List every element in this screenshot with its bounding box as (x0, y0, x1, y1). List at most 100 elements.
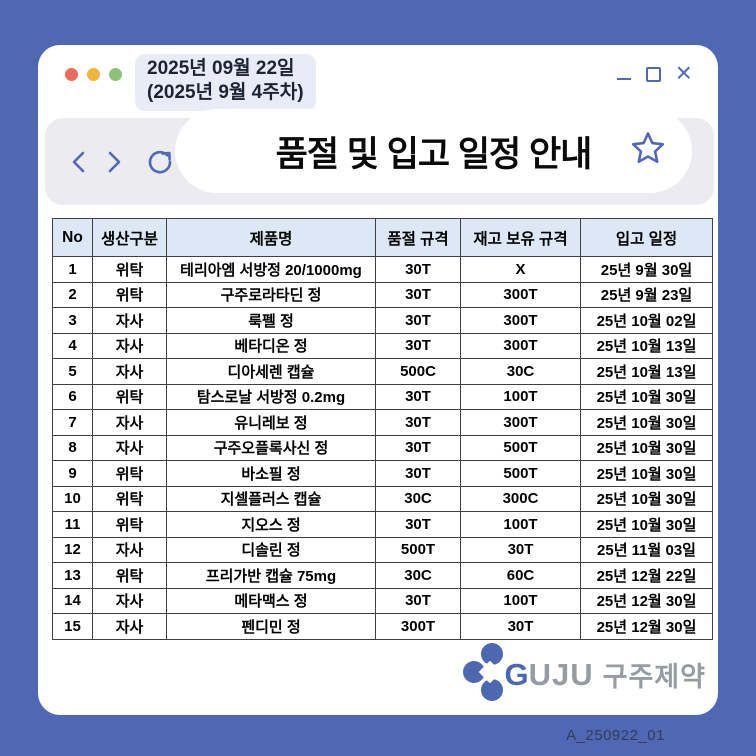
traffic-lights (65, 68, 122, 81)
table-cell: 30T (375, 460, 461, 487)
table-cell: 500C (375, 358, 461, 385)
table-cell: 300T (460, 409, 581, 436)
forward-icon[interactable] (102, 147, 126, 177)
table-cell: 자사 (92, 613, 167, 640)
table-cell: 300T (375, 613, 461, 640)
table-cell: 위탁 (92, 511, 167, 538)
table-cell: 10 (52, 485, 93, 512)
traffic-light-zoom[interactable] (109, 68, 122, 81)
table-cell: 펜디민 정 (166, 613, 376, 640)
table-header-row: No 생산구분 제품명 품절 규격 재고 보유 규격 입고 일정 (52, 218, 713, 257)
guju-logo: G UJU 구주제약 (461, 642, 706, 707)
titlebar: 2025년 09월 22일 (2025년 9월 4주차) × (38, 45, 718, 118)
table-cell: X (460, 256, 581, 283)
table-cell: 300T (460, 281, 581, 308)
table-cell: 300C (460, 485, 581, 512)
browser-window: 2025년 09월 22일 (2025년 9월 4주차) × (38, 45, 718, 715)
table-row: 2 위탁 구주로라타딘 정 30T 300T 25년 9월 23일 (52, 281, 713, 308)
table-cell: 1 (52, 256, 93, 283)
table-row: 5 자사 디아세렌 캡슐 500C 30C 25년 10월 13일 (52, 358, 713, 385)
guju-logo-icon (461, 642, 519, 707)
back-icon[interactable] (67, 147, 91, 177)
logo-letters-uju: UJU (528, 656, 594, 692)
table-cell: 100T (460, 383, 581, 410)
table-cell: 30T (375, 281, 461, 308)
table-cell: 자사 (92, 536, 167, 563)
table-cell: 위탁 (92, 383, 167, 410)
logo-korean-name: 구주제약 (602, 662, 706, 692)
table-row: 3 자사 룩펠 정 30T 300T 25년 10월 02일 (52, 307, 713, 334)
table-row: 13 위탁 프리가반 캡슐 75mg 30C 60C 25년 12월 22일 (52, 562, 713, 589)
table-cell: 4 (52, 332, 93, 359)
table-cell: 5 (52, 358, 93, 385)
table-cell: 위탁 (92, 256, 167, 283)
table-cell: 30T (375, 511, 461, 538)
table-cell: 30T (375, 307, 461, 334)
table-cell: 위탁 (92, 281, 167, 308)
table-cell: 25년 10월 13일 (580, 332, 713, 359)
table-cell: 테리아엠 서방정 20/1000mg (166, 256, 376, 283)
table-cell: 자사 (92, 332, 167, 359)
table-cell: 2 (52, 281, 93, 308)
table-cell: 25년 9월 23일 (580, 281, 713, 308)
table-cell: 300T (460, 307, 581, 334)
traffic-light-minimize[interactable] (87, 68, 100, 81)
table-cell: 500T (460, 460, 581, 487)
column-header: 생산구분 (92, 218, 167, 257)
table-row: 8 자사 구주오플록사신 정 30T 500T 25년 10월 30일 (52, 434, 713, 461)
table-cell: 탐스로날 서방정 0.2mg (166, 383, 376, 410)
star-icon[interactable] (629, 130, 667, 173)
table-row: 12 자사 디솔린 정 500T 30T 25년 11월 03일 (52, 536, 713, 563)
column-header: No (52, 218, 93, 257)
table-cell: 25년 10월 30일 (580, 485, 713, 512)
table-cell: 자사 (92, 434, 167, 461)
table-cell: 자사 (92, 307, 167, 334)
table-cell: 프리가반 캡슐 75mg (166, 562, 376, 589)
table-cell: 유니레보 정 (166, 409, 376, 436)
table-cell: 메타맥스 정 (166, 587, 376, 614)
table-cell: 60C (460, 562, 581, 589)
table-cell: 자사 (92, 358, 167, 385)
table-cell: 14 (52, 587, 93, 614)
maximize-icon[interactable] (645, 66, 661, 82)
table-row: 1 위탁 테리아엠 서방정 20/1000mg 30T X 25년 9월 30일 (52, 256, 713, 283)
table-row: 4 자사 베타디온 정 30T 300T 25년 10월 13일 (52, 332, 713, 359)
close-icon[interactable]: × (675, 57, 692, 88)
page-title: 품절 및 입고 일정 안내 (275, 134, 593, 174)
table-row: 15 자사 펜디민 정 300T 30T 25년 12월 30일 (52, 613, 713, 640)
table-row: 10 위탁 지셀플러스 캡슐 30C 300C 25년 10월 30일 (52, 485, 713, 512)
table-cell: 25년 10월 30일 (580, 434, 713, 461)
date-line-1: 2025년 09월 22일 (147, 58, 295, 79)
table-row: 6 위탁 탐스로날 서방정 0.2mg 30T 100T 25년 10월 30일 (52, 383, 713, 410)
doc-code: A_250922_01 (566, 727, 665, 744)
table-cell: 100T (460, 511, 581, 538)
table-cell: 25년 9월 30일 (580, 256, 713, 283)
table-cell: 구주로라타딘 정 (166, 281, 376, 308)
table-cell: 13 (52, 562, 93, 589)
table-cell: 30C (375, 562, 461, 589)
table-cell: 25년 11월 03일 (580, 536, 713, 563)
logo-letter-g: G (504, 656, 529, 692)
column-header: 재고 보유 규격 (460, 218, 581, 257)
date-badge: 2025년 09월 22일 (2025년 9월 4주차) (135, 54, 316, 111)
table-cell: 300T (460, 332, 581, 359)
table-cell: 룩펠 정 (166, 307, 376, 334)
table-cell: 위탁 (92, 485, 167, 512)
table-cell: 지오스 정 (166, 511, 376, 538)
traffic-light-close[interactable] (65, 68, 78, 81)
table-cell: 위탁 (92, 460, 167, 487)
table-cell: 7 (52, 409, 93, 436)
table-cell: 위탁 (92, 562, 167, 589)
refresh-icon[interactable] (143, 145, 177, 179)
table-cell: 25년 10월 30일 (580, 383, 713, 410)
table-row: 14 자사 메타맥스 정 30T 100T 25년 12월 30일 (52, 587, 713, 614)
table-cell: 30T (375, 409, 461, 436)
table-cell: 지셀플러스 캡슐 (166, 485, 376, 512)
minimize-icon[interactable] (616, 64, 631, 80)
column-header: 입고 일정 (580, 218, 713, 257)
table-cell: 15 (52, 613, 93, 640)
table-cell: 디아세렌 캡슐 (166, 358, 376, 385)
table-cell: 디솔린 정 (166, 536, 376, 563)
column-header: 제품명 (166, 218, 376, 257)
navbar: 품절 및 입고 일정 안내 (45, 109, 714, 205)
